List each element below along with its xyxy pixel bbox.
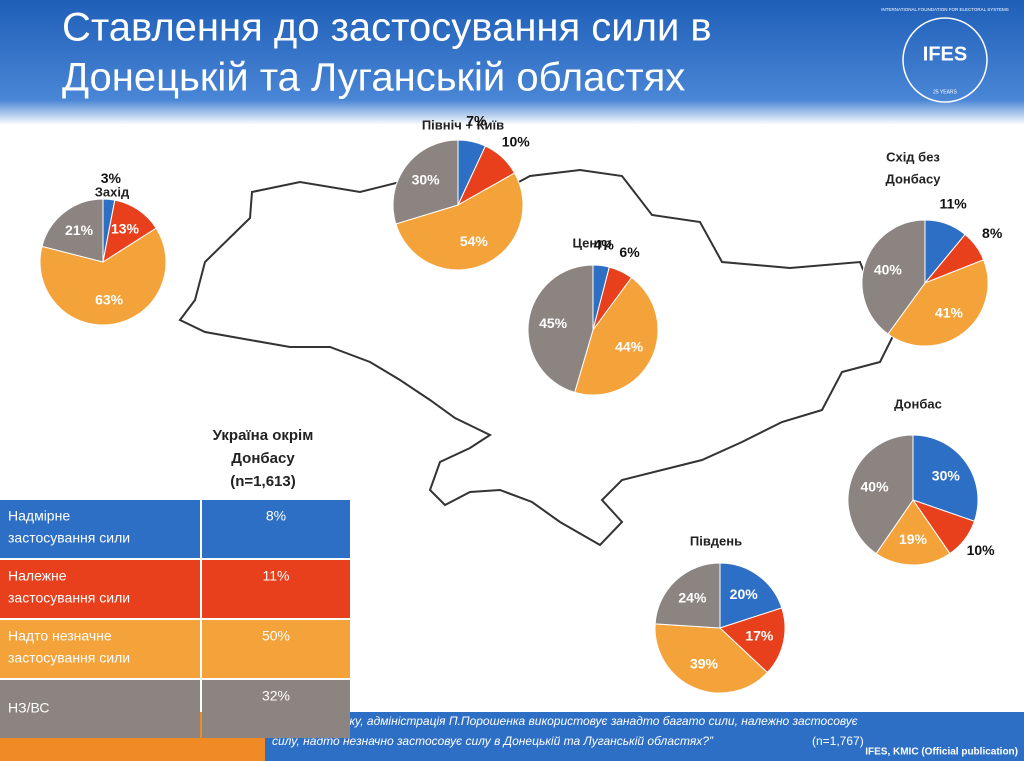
row-label: Надто незначне xyxy=(8,628,112,644)
row-value: 50% xyxy=(262,628,290,644)
table-cell xyxy=(0,620,200,678)
question: “На Вашу думку, адміністрація П.Порошенк… xyxy=(272,714,858,728)
pie-slice xyxy=(847,434,914,555)
pie-slice xyxy=(41,198,104,263)
pie-label: 24% xyxy=(678,589,707,605)
pie-title: Захід xyxy=(95,184,130,199)
pie-label: 19% xyxy=(899,531,928,547)
table-cell xyxy=(0,500,200,558)
row-label: Належне xyxy=(8,568,67,584)
pie-label: 10% xyxy=(967,542,996,558)
logo: IFES INTERNATIONAL FOUNDATION FOR ELECTO… xyxy=(881,7,1009,103)
row-value: 8% xyxy=(266,508,286,524)
logo-org: INTERNATIONAL FOUNDATION FOR ELECTORAL S… xyxy=(881,7,1008,12)
pie-label: 63% xyxy=(95,291,124,307)
footer-bar xyxy=(265,712,1024,761)
table-cell xyxy=(202,500,350,558)
pie-label: 3% xyxy=(101,170,122,186)
title-line: Ставлення до застосування сили в xyxy=(62,6,712,50)
pie-slice xyxy=(654,623,769,694)
pie-slice xyxy=(39,227,167,326)
pie-label: 8% xyxy=(982,225,1003,241)
pie-slice xyxy=(912,434,979,522)
pie-slice xyxy=(887,259,989,347)
pie-label: 44% xyxy=(615,339,644,355)
logo-years: 25 YEARS xyxy=(933,89,957,95)
pie-label: 4% xyxy=(594,236,615,252)
row-label: Надмірне xyxy=(8,508,70,524)
pie-label: 30% xyxy=(932,467,961,483)
pie-slice xyxy=(392,139,459,225)
pie-slice xyxy=(654,562,721,629)
logo-name: IFES xyxy=(923,43,967,65)
header-band xyxy=(0,0,1024,125)
row-label: застосування сили xyxy=(8,650,130,666)
pie-title: Південь xyxy=(690,533,742,548)
pie-label: 54% xyxy=(460,233,489,249)
row-label: застосування сили xyxy=(8,530,130,546)
pie-label: 21% xyxy=(65,222,94,238)
question-n: (n=1,767) xyxy=(812,734,864,748)
table-cell xyxy=(202,620,350,678)
source: IFES, KMIC (Official publication) xyxy=(865,747,1018,758)
pie-label: 20% xyxy=(730,586,759,602)
pie-slice xyxy=(719,607,786,674)
pie-title: Донбасу xyxy=(886,171,942,186)
pie-label: 40% xyxy=(874,262,903,278)
pie-slice xyxy=(527,264,594,393)
pie-label: 39% xyxy=(690,656,719,672)
pie-label: 11% xyxy=(939,196,967,212)
table-cell xyxy=(202,680,350,738)
row-label: НЗ/ВС xyxy=(8,700,49,716)
pie-slice xyxy=(395,172,524,271)
pie-label: 30% xyxy=(412,172,441,188)
row-label: застосування сили xyxy=(8,590,130,606)
question: силу, надто незначно застосовує силу в Д… xyxy=(272,734,714,748)
pie-title: Північ + Київ xyxy=(422,117,504,132)
pie-slice xyxy=(875,499,951,566)
pie-label: 10% xyxy=(502,133,531,149)
pie-label: 45% xyxy=(539,315,568,331)
pie-title: Центр xyxy=(572,235,611,250)
title-line: Донецькій та Луганській областях xyxy=(62,56,685,100)
table-cell xyxy=(0,680,200,738)
pie-label: 6% xyxy=(619,244,640,260)
pie-label: 17% xyxy=(745,627,774,643)
pie-label: 13% xyxy=(111,220,140,236)
table-title: Україна окрім xyxy=(213,427,314,444)
pie-slice xyxy=(574,276,659,396)
row-value: 11% xyxy=(263,568,290,584)
table-title: Донбасу xyxy=(231,450,295,467)
row-value: 32% xyxy=(262,688,290,704)
pie-title: Схід без xyxy=(886,149,940,164)
table-cell xyxy=(0,560,200,618)
pie-label: 7% xyxy=(466,113,487,129)
pie-label: 41% xyxy=(935,305,964,321)
table-title: (n=1,613) xyxy=(230,473,295,490)
logo-ring xyxy=(902,17,988,103)
table-cell xyxy=(202,560,350,618)
pie-slice xyxy=(719,562,783,629)
pie-label: 40% xyxy=(861,479,890,495)
pie-title: Донбас xyxy=(894,396,942,411)
pie-slice xyxy=(861,219,926,335)
